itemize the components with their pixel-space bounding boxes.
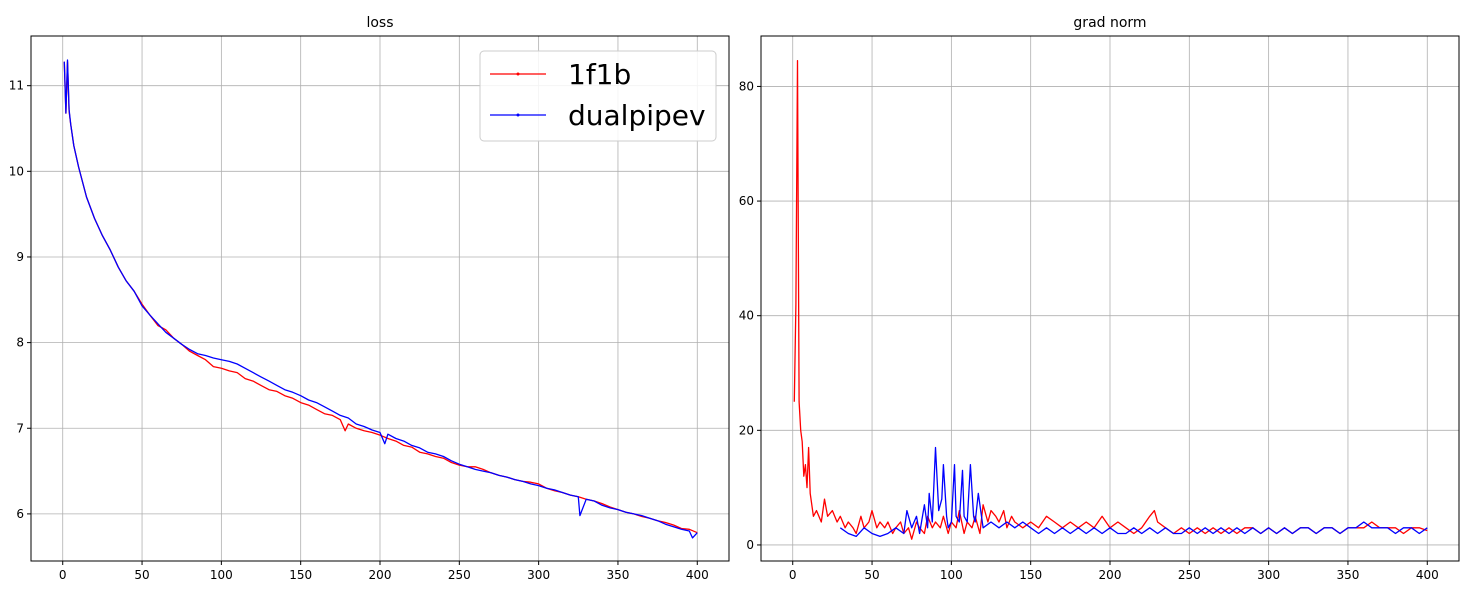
x-tick-label: 150 [289,568,312,582]
x-tick-label: 350 [1337,568,1360,582]
y-tick-label: 8 [16,336,24,350]
x-tick-label: 200 [369,568,392,582]
x-tick-label: 50 [134,568,149,582]
legend-label: 1f1b [568,58,631,91]
y-tick-label: 80 [739,79,754,93]
x-tick-label: 400 [686,568,709,582]
chart-0: 0 50 100 150 200 250 300 350 400 6 7 8 9 10 11 loss 1f1b… [9,15,730,582]
y-tick-label: 9 [16,250,24,264]
x-tick-label: 250 [1178,568,1201,582]
series-line-dualpipev [839,446,1428,538]
legend: 1f1b dualpipev [479,50,717,142]
y-tick-label: 0 [746,538,754,552]
legend-marker [516,113,520,117]
x-tick-label: 150 [1019,568,1042,582]
chart-1: 0 50 100 150 200 250 300 350 400 0 20 40 60 80 grad no… [739,15,1460,582]
x-tick-label: 50 [864,568,879,582]
x-tick-label: 100 [210,568,233,582]
y-tick-label: 40 [739,309,754,323]
legend-marker [516,72,520,76]
x-tick-label: 350 [607,568,630,582]
x-tick-label: 100 [940,568,963,582]
legend-label: dualpipev [568,99,706,132]
series-line-dualpipev [63,59,698,539]
chart-title: grad norm [1073,15,1146,31]
y-tick-label: 11 [9,79,24,93]
y-tick-label: 7 [16,421,24,435]
x-tick-label: 0 [789,568,797,582]
x-tick-label: 300 [527,568,550,582]
x-tick-label: 200 [1099,568,1122,582]
series-line-1f1b [793,59,1428,540]
x-tick-label: 400 [1416,568,1439,582]
x-tick-label: 0 [59,568,67,582]
series-line-1f1b [63,61,698,534]
x-tick-label: 300 [1257,568,1280,582]
y-tick-label: 10 [9,164,24,178]
y-tick-label: 60 [739,194,754,208]
y-tick-label: 20 [739,423,754,437]
chart-title: loss [366,15,393,31]
x-tick-label: 250 [448,568,471,582]
y-tick-label: 6 [16,507,24,521]
